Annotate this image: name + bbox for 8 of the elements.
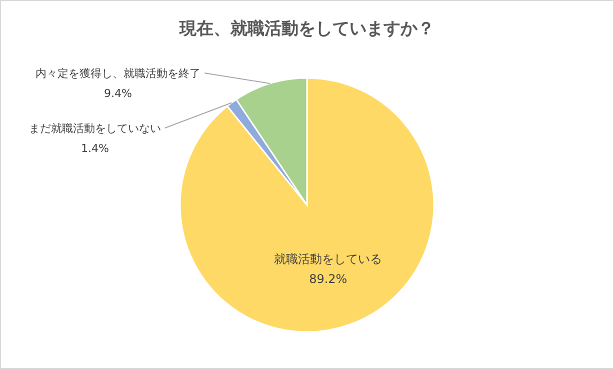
data-label: 89.2% xyxy=(309,272,348,286)
slice-label: 内々定を獲得し、就職活動を終了 xyxy=(36,67,200,80)
chart-title: 現在、就職活動をしていますか？ xyxy=(178,19,434,39)
data-label: 1.4% xyxy=(81,142,109,155)
slice-label: 就職活動をしている xyxy=(274,252,382,266)
pie-slice xyxy=(179,77,435,333)
data-label: 9.4% xyxy=(104,87,132,100)
slice-label: まだ就職活動をしていない xyxy=(29,122,161,135)
